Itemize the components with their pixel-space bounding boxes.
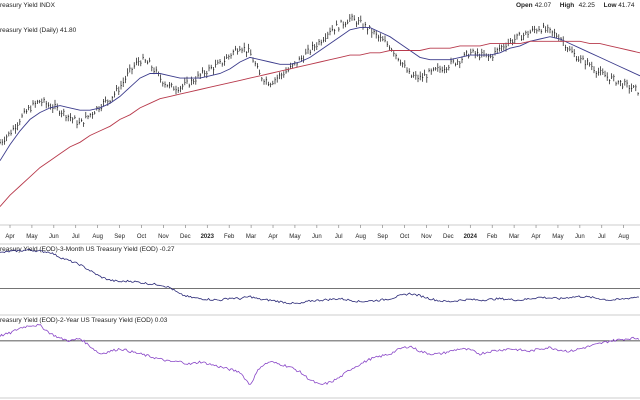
x-tick-label: Feb — [224, 234, 235, 240]
ohlc-label-high: High — [560, 2, 574, 9]
x-tick-label: 2023 — [201, 234, 215, 240]
chart-title: reasury Yield INDX — [0, 2, 56, 9]
x-tick-label: Apr — [531, 234, 540, 240]
panel-2-legend: reasury Yield (EOD)-2-Year US Treasury Y… — [0, 317, 168, 324]
moving-average-line-1 — [0, 27, 640, 161]
ohlc-label-low: Low — [604, 2, 618, 9]
x-tick-label: Oct — [137, 234, 147, 240]
ohlc-value-high: 42.25 — [579, 2, 596, 9]
panel-1-legend: reasury Yield (EOD)-3-Month US Treasury … — [0, 246, 175, 253]
moving-average-line-2 — [0, 40, 640, 207]
x-tick-label: Dec — [180, 234, 191, 240]
x-tick-label: 2024 — [464, 234, 478, 240]
main-legend: reasury Yield (Daily) 41.80 — [0, 27, 77, 34]
panel-2-line — [0, 323, 640, 385]
x-tick-label: Jul — [598, 234, 606, 240]
x-tick-label: May — [26, 234, 37, 240]
x-tick-label: Jul — [335, 234, 343, 240]
ohlc-label-open: Open — [516, 2, 533, 9]
ohlc-value-low: 41.74 — [618, 2, 635, 9]
ohlc-value-open: 42.07 — [535, 2, 552, 9]
x-tick-label: Aug — [618, 234, 629, 240]
panel-1-line — [0, 248, 640, 305]
x-tick-label: Jun — [312, 234, 322, 240]
x-tick-label: Sep — [377, 234, 388, 240]
x-tick-label: Apr — [5, 234, 14, 240]
x-tick-label: Jun — [575, 234, 585, 240]
x-tick-label: Nov — [421, 234, 432, 240]
x-tick-label: Aug — [355, 234, 366, 240]
x-tick-label: Apr — [268, 234, 277, 240]
x-tick-label: Mar — [246, 234, 256, 240]
x-tick-label: Oct — [400, 234, 410, 240]
x-tick-label: Mar — [509, 234, 519, 240]
x-tick-label: May — [552, 234, 563, 240]
x-tick-label: Sep — [114, 234, 125, 240]
x-tick-label: Nov — [158, 234, 169, 240]
x-tick-label: Aug — [92, 234, 103, 240]
x-tick-label: Dec — [443, 234, 454, 240]
ohlc-bars — [0, 13, 639, 146]
x-tick-label: Jun — [49, 234, 59, 240]
x-tick-label: Jul — [72, 234, 80, 240]
x-tick-label: Feb — [487, 234, 498, 240]
x-tick-label: May — [289, 234, 300, 240]
